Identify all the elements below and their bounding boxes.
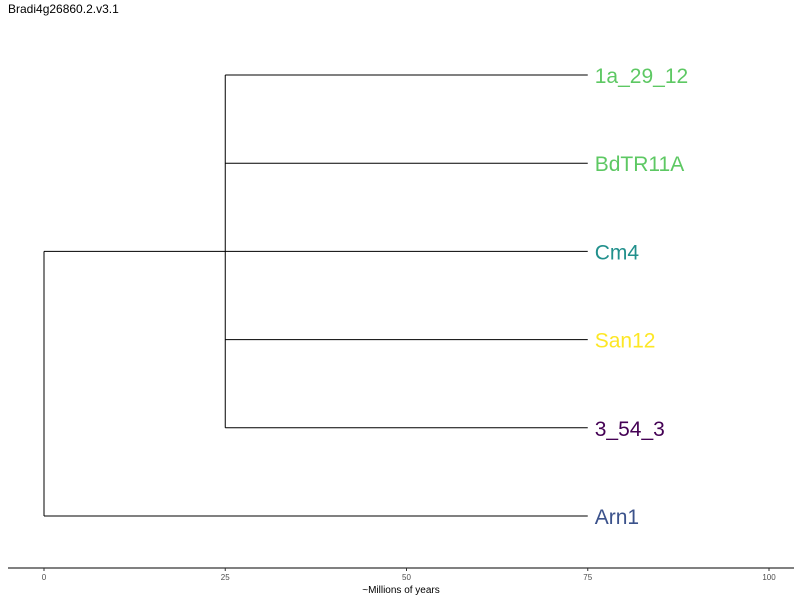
x-tick-label-100: 100 [762, 573, 776, 582]
tip-label-San12: San12 [595, 330, 656, 353]
tip-label-3_54_3: 3_54_3 [595, 418, 665, 441]
tip-label-Arn1: Arn1 [595, 506, 639, 529]
tip-label-BdTR11A: BdTR11A [595, 153, 685, 176]
x-tick-label-50: 50 [402, 573, 411, 582]
tip-labels: 1a_29_12 BdTR11A Cm4 San12 3_54_3 Arn1 [595, 65, 688, 529]
page-title: Bradi4g26860.2.v3.1 [8, 2, 119, 16]
x-axis-title: ~Millions of years [362, 585, 440, 596]
branches [43, 74, 588, 517]
x-axis: 0 25 50 75 100 ~Millions of years [8, 567, 794, 596]
x-tick-label-25: 25 [221, 573, 230, 582]
tip-label-Cm4: Cm4 [595, 241, 640, 264]
x-tick-label-0: 0 [42, 573, 47, 582]
x-tick-label-75: 75 [583, 573, 592, 582]
tip-label-1a_29_12: 1a_29_12 [595, 65, 688, 88]
